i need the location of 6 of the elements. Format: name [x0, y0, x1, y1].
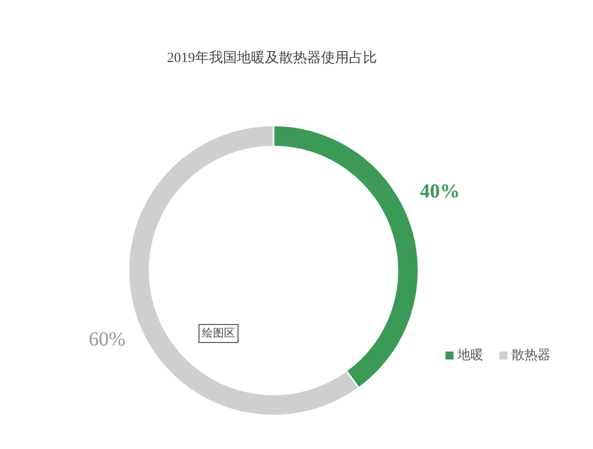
data-label: 40% — [420, 180, 460, 202]
chart-title: 2019年我国地暖及散热器使用占比 — [167, 50, 377, 66]
text: 绘图区 — [202, 328, 235, 340]
data-label: 60% — [88, 328, 126, 351]
legend-label: 地暖 — [456, 348, 484, 363]
legend-label: 散热器 — [512, 348, 550, 363]
